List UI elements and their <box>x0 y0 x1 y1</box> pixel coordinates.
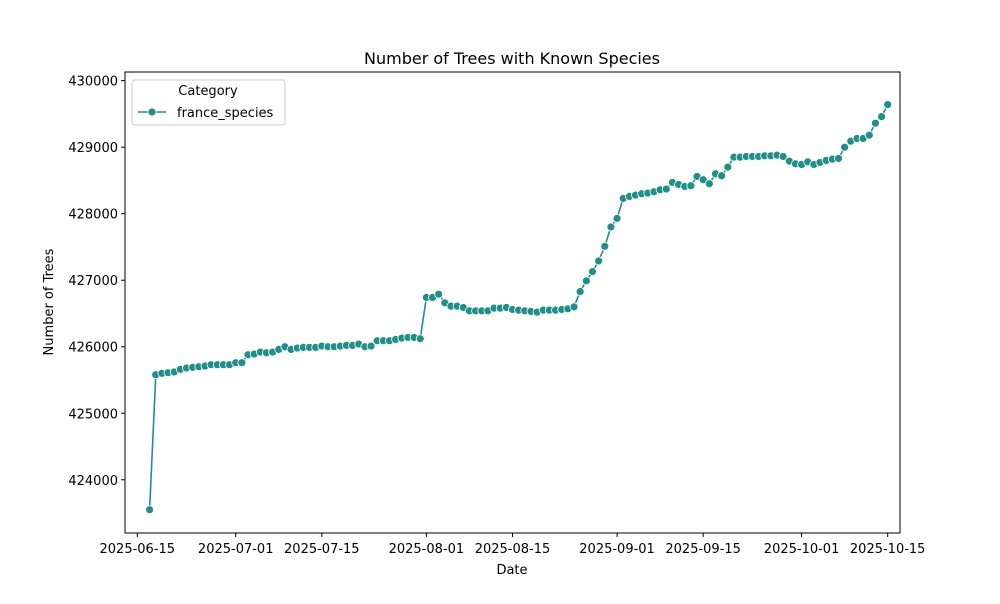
data-point <box>877 112 886 121</box>
legend-box <box>131 79 286 126</box>
data-point <box>661 184 671 194</box>
data-point <box>145 505 155 515</box>
y-axis-label: Number of Trees <box>42 248 57 355</box>
data-point <box>575 287 585 296</box>
data-point <box>588 267 597 276</box>
y-tick-label: 424000 <box>68 474 118 489</box>
data-point <box>840 142 850 152</box>
y-tick-label: 425000 <box>68 407 118 422</box>
data-point <box>883 100 893 109</box>
legend-dot-marker <box>147 107 157 117</box>
x-tick-label: 2025-09-15 <box>665 542 741 557</box>
x-tick-label: 2025-10-01 <box>764 542 840 557</box>
data-point <box>569 302 579 312</box>
data-point <box>594 256 604 266</box>
x-tick-label: 2025-10-15 <box>850 542 926 557</box>
data-point <box>864 130 874 140</box>
y-tick-label: 427000 <box>68 274 118 289</box>
data-point <box>612 213 622 223</box>
y-tick-label: 426000 <box>68 341 118 356</box>
data-point <box>686 181 696 191</box>
data-point <box>415 334 425 344</box>
legend: Category france_species <box>131 79 286 126</box>
y-tick-label: 430000 <box>68 75 118 90</box>
data-point <box>723 162 733 172</box>
data-point <box>834 154 843 163</box>
data-point <box>600 241 610 251</box>
x-axis-label: Date <box>496 563 527 578</box>
x-tick-label: 2025-06-15 <box>100 542 176 557</box>
data-point <box>434 289 444 299</box>
x-tick-label: 2025-08-01 <box>389 542 465 557</box>
legend-entry-france-species: france_species <box>177 106 274 121</box>
data-point <box>237 358 247 368</box>
data-point <box>870 118 880 128</box>
x-tick-label: 2025-09-01 <box>579 542 655 557</box>
legend-title: Category <box>178 84 238 99</box>
data-point <box>717 171 727 181</box>
x-tick-label: 2025-07-01 <box>198 542 274 557</box>
y-tick-label: 428000 <box>68 208 118 223</box>
data-point <box>606 222 616 232</box>
plot-area <box>124 71 901 534</box>
data-point <box>366 341 376 351</box>
chart-title: Number of Trees with Known Species <box>364 49 660 68</box>
data-point <box>698 175 708 185</box>
data-point <box>778 152 788 161</box>
x-tick-label: 2025-07-15 <box>284 542 360 557</box>
data-point <box>581 276 591 286</box>
x-tick-label: 2025-08-15 <box>475 542 551 557</box>
data-point <box>704 179 714 189</box>
y-tick-label: 429000 <box>68 141 118 156</box>
